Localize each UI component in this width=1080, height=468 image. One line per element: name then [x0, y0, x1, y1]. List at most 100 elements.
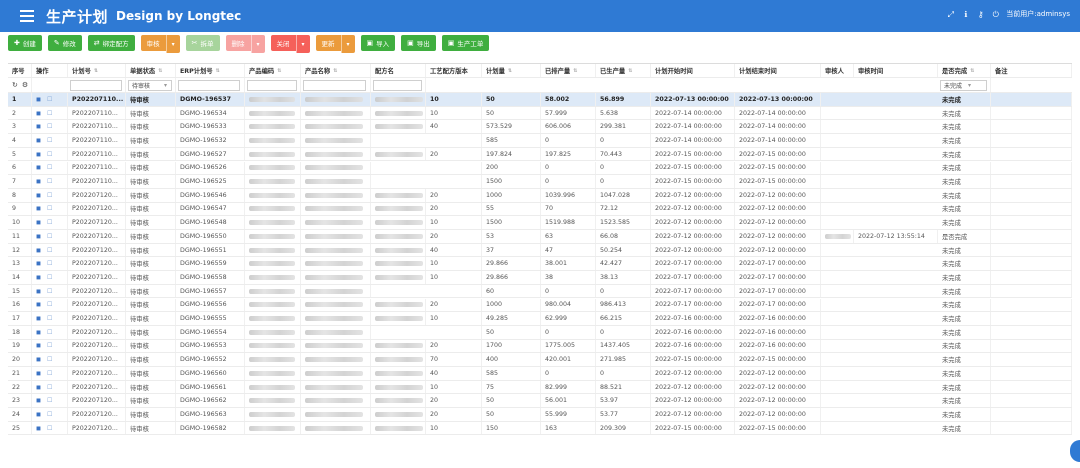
update-button[interactable]: 更新 — [315, 35, 341, 51]
sort-icon[interactable]: ⇅ — [333, 67, 338, 74]
column-header-cell[interactable]: 计划量 ⇅ — [482, 64, 541, 77]
edit-icon[interactable]: ◼ — [36, 342, 41, 350]
edit-icon[interactable]: ◼ — [36, 95, 41, 103]
edit-icon[interactable]: ◼ — [36, 219, 41, 227]
edit-icon[interactable]: ◼ — [36, 123, 41, 131]
detail-icon[interactable]: ☐ — [46, 136, 53, 144]
settings-icon[interactable]: ⚙ — [21, 81, 29, 89]
status-filter-select[interactable]: 待审核 ▾ — [128, 79, 173, 91]
audit-button[interactable]: 审核 — [140, 35, 166, 51]
edit-icon[interactable]: ◼ — [36, 260, 41, 268]
detail-icon[interactable]: ☐ — [46, 123, 53, 131]
column-filter-input[interactable] — [178, 79, 240, 91]
edit-icon[interactable]: ◼ — [36, 424, 41, 432]
table-row[interactable]: 10 ◼ ☐ P202207120... 待审核 DGMO-196548 10 1500 151… — [8, 216, 1072, 230]
chevron-down-icon[interactable]: ▾ — [295, 35, 310, 53]
table-row[interactable]: 16 ◼ ☐ P202207120... 待审核 DGMO-196556 20 1000 980… — [8, 298, 1072, 313]
column-filter-input[interactable] — [247, 79, 297, 91]
column-header-cell[interactable]: ERP计划号 ⇅ — [176, 64, 245, 77]
export-button[interactable]: ▣ 导出 — [401, 35, 436, 51]
sort-icon[interactable]: ⇅ — [507, 67, 513, 74]
delete-button[interactable]: 删除 — [225, 35, 251, 51]
column-filter-input[interactable] — [70, 79, 122, 91]
info-icon[interactable]: ℹ — [964, 9, 968, 19]
sort-icon[interactable]: ⇅ — [970, 67, 975, 74]
scroll-to-top-button[interactable] — [1070, 440, 1080, 462]
close-button[interactable]: 关闭 — [270, 35, 296, 51]
table-row[interactable]: 3 ◼ ☐ P202207110... 待审核 DGMO-196533 40 573.529 6… — [8, 120, 1072, 135]
edit-icon[interactable]: ◼ — [36, 397, 41, 405]
column-header-cell[interactable]: 序号 — [8, 64, 32, 77]
table-row[interactable]: 5 ◼ ☐ P202207110... 待审核 DGMO-196527 20 197.824 1… — [8, 147, 1072, 162]
import-button[interactable]: ▣ 导入 — [360, 35, 396, 51]
table-row[interactable]: 25 ◼ ☐ P202207120... 待审核 DGMO-196582 10 150 163 2… — [8, 421, 1072, 436]
column-header-cell[interactable]: 产品名称 ⇅ — [301, 64, 371, 77]
table-row[interactable]: 1 ◼ ☐ P202207110... 待审核 DGMO-196537 10 50 58.002… — [8, 93, 1072, 107]
column-filter-input[interactable] — [303, 79, 366, 91]
detail-icon[interactable]: ☐ — [46, 356, 53, 364]
menu-icon[interactable] — [20, 10, 34, 22]
detail-icon[interactable]: ☐ — [46, 273, 53, 281]
column-filter-input[interactable] — [373, 79, 422, 91]
detail-icon[interactable]: ☐ — [46, 328, 53, 336]
detail-icon[interactable]: ☐ — [46, 219, 53, 227]
detail-icon[interactable]: ☐ — [46, 315, 53, 323]
detail-icon[interactable]: ☐ — [46, 232, 53, 240]
split-button[interactable]: ✂ 拆单 — [185, 35, 220, 51]
column-header-cell[interactable]: 是否完成 ⇅ — [938, 64, 991, 77]
sort-icon[interactable]: ⇅ — [93, 67, 99, 74]
detail-icon[interactable]: ☐ — [46, 424, 53, 432]
detail-icon[interactable]: ☐ — [46, 301, 53, 309]
column-header-cell[interactable]: 计划结束时间 — [735, 64, 821, 77]
sort-icon[interactable]: ⇅ — [158, 67, 163, 74]
detail-icon[interactable]: ☐ — [46, 383, 53, 391]
edit-button[interactable]: ✎ 修改 — [47, 35, 82, 51]
table-row[interactable]: 17 ◼ ☐ P202207120... 待审核 DGMO-196555 10 49.285 6… — [8, 312, 1072, 326]
table-row[interactable]: 19 ◼ ☐ P202207120... 待审核 DGMO-196553 20 1700 177… — [8, 339, 1072, 354]
table-row[interactable]: 11 ◼ ☐ P202207120... 待审核 DGMO-196550 20 53 63 66.… — [8, 230, 1072, 244]
table-row[interactable]: 24 ◼ ☐ P202207120... 待审核 DGMO-196563 20 50 55.99… — [8, 408, 1072, 422]
column-header-cell[interactable]: 备注 — [991, 64, 1072, 77]
expand-icon[interactable]: ⤢ — [947, 9, 954, 19]
plus-button[interactable]: ✚ 创建 — [8, 35, 42, 51]
edit-icon[interactable]: ◼ — [36, 164, 41, 172]
edit-icon[interactable]: ◼ — [36, 246, 41, 254]
column-header-cell[interactable]: 配方名 — [371, 64, 426, 77]
column-header-cell[interactable]: 审核时间 — [854, 64, 938, 77]
edit-icon[interactable]: ◼ — [36, 205, 41, 213]
detail-icon[interactable]: ☐ — [46, 109, 53, 117]
sort-icon[interactable]: ⇅ — [628, 67, 633, 74]
column-header-cell[interactable]: 审核人 — [821, 64, 854, 77]
table-row[interactable]: 14 ◼ ☐ P202207120... 待审核 DGMO-196558 10 29.866 3… — [8, 271, 1072, 285]
edit-icon[interactable]: ◼ — [36, 178, 41, 186]
table-row[interactable]: 13 ◼ ☐ P202207120... 待审核 DGMO-196559 10 29.866 3… — [8, 257, 1072, 272]
table-row[interactable]: 12 ◼ ☐ P202207120... 待审核 DGMO-196551 40 37 47 50.… — [8, 243, 1072, 258]
edit-icon[interactable]: ◼ — [36, 191, 41, 199]
edit-icon[interactable]: ◼ — [36, 136, 41, 144]
edit-icon[interactable]: ◼ — [36, 232, 41, 240]
table-row[interactable]: 20 ◼ ☐ P202207120... 待审核 DGMO-196552 70 400 420.… — [8, 353, 1072, 367]
detail-icon[interactable]: ☐ — [46, 191, 53, 199]
refresh-icon[interactable]: ↻ — [12, 81, 18, 89]
detail-icon[interactable]: ☐ — [46, 410, 53, 418]
edit-icon[interactable]: ◼ — [36, 301, 41, 309]
column-header-cell[interactable]: 已排产量 ⇅ — [541, 64, 596, 77]
detail-icon[interactable]: ☐ — [46, 397, 53, 405]
sort-icon[interactable]: ⇅ — [215, 67, 220, 74]
column-header-cell[interactable]: 已生产量 ⇅ — [596, 64, 651, 77]
column-header-cell[interactable]: 计划开始时间 — [651, 64, 735, 77]
table-row[interactable]: 22 ◼ ☐ P202207120... 待审核 DGMO-196561 10 75 82.99… — [8, 380, 1072, 395]
table-row[interactable]: 15 ◼ ☐ P202207120... 待审核 DGMO-196557 60 0 0 2022-… — [8, 284, 1072, 299]
detail-icon[interactable]: ☐ — [46, 287, 53, 295]
table-row[interactable]: 6 ◼ ☐ P202207110... 待审核 DGMO-196526 200 0 0 2022-… — [8, 161, 1072, 176]
detail-icon[interactable]: ☐ — [46, 260, 53, 268]
edit-icon[interactable]: ◼ — [36, 150, 41, 158]
detail-icon[interactable]: ☐ — [46, 205, 53, 213]
edit-icon[interactable]: ◼ — [36, 410, 41, 418]
edit-icon[interactable]: ◼ — [36, 273, 41, 281]
edit-icon[interactable]: ◼ — [36, 356, 41, 364]
workorder-button[interactable]: ▣ 生产工单 — [441, 35, 490, 51]
detail-icon[interactable]: ☐ — [46, 246, 53, 254]
column-header-cell[interactable]: 单据状态 ⇅ — [126, 64, 176, 77]
detail-icon[interactable]: ☐ — [46, 369, 53, 377]
